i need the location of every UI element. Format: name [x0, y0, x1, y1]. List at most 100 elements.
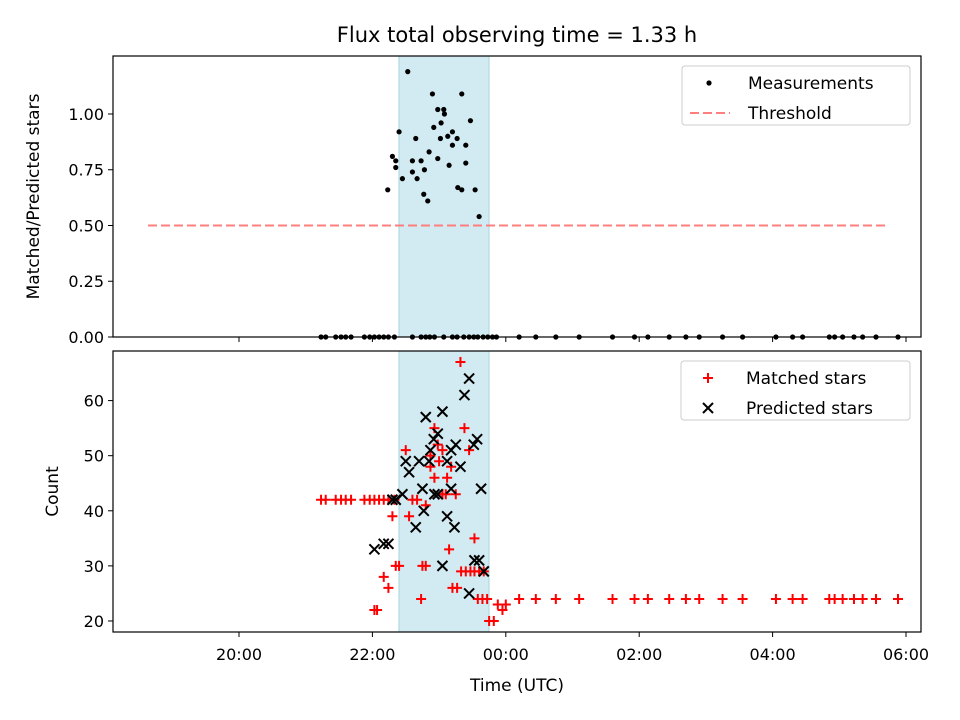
matched-star-point	[797, 593, 808, 604]
predicted-star-point	[413, 455, 425, 467]
predicted-star-point	[458, 389, 471, 401]
count-plot: 20 30 40 50 60 20:00 22:00 00:00 02:00 04:00 06:00…	[43, 350, 929, 664]
measurement-point	[455, 184, 461, 191]
matched-star-point	[607, 593, 618, 604]
measurement-point	[445, 133, 451, 139]
matched-star-point	[455, 357, 466, 368]
matched-star-point	[437, 445, 448, 456]
measurement-point	[389, 153, 396, 159]
predicted-star-point	[471, 433, 483, 445]
predicted-star-point	[436, 560, 449, 572]
predicted-star-point	[441, 510, 453, 523]
legend-dot-icon	[706, 80, 712, 86]
matched-star-point	[387, 511, 398, 522]
predicted-star-point	[436, 405, 449, 418]
matched-star-point	[787, 593, 798, 604]
axes-frame	[112, 55, 922, 338]
predicted-star-point	[478, 565, 490, 578]
x-tick-label: 04:00	[750, 645, 796, 664]
measurement-point	[421, 191, 427, 197]
matched-star-point	[394, 560, 405, 571]
matched-star-point	[416, 593, 427, 604]
matched-star-point	[417, 560, 428, 571]
measurement-point	[435, 155, 441, 162]
matched-star-point	[837, 593, 848, 604]
predicted-star-point	[463, 372, 475, 385]
legend-label: Predicted stars	[746, 399, 873, 419]
predicted-star-point	[423, 455, 435, 467]
y-tick-label: 1.00	[68, 105, 104, 124]
measurement-point	[431, 124, 437, 130]
legend-box	[681, 65, 911, 126]
measurement-point	[459, 91, 465, 97]
y-tick-label: 30	[84, 557, 104, 576]
legend: Matched stars Predicted stars	[680, 360, 911, 421]
matched-star-point	[444, 544, 455, 555]
predicted-star-point	[410, 521, 422, 534]
matched-star-point	[664, 593, 675, 604]
predicted-star-point	[418, 505, 430, 517]
matched-star-point	[574, 593, 585, 604]
y-axis-label: Count	[43, 466, 63, 517]
matched-star-point	[404, 511, 415, 522]
measurement-point	[393, 158, 399, 164]
measurement-point	[409, 158, 416, 164]
matched-star-point	[497, 604, 508, 615]
measurement-point	[467, 118, 474, 124]
predicted-star-point	[463, 587, 475, 600]
measurement-point	[476, 213, 482, 220]
matched-star-point	[446, 461, 457, 472]
matched-star-point	[680, 593, 691, 604]
predicted-star-point	[432, 427, 444, 440]
matched-star-point	[694, 593, 705, 604]
shaded-observing-window	[398, 350, 490, 633]
predicted-star-point	[382, 538, 395, 550]
matched-star-point	[848, 593, 859, 604]
x-tick-label: 20:00	[216, 645, 262, 664]
measurement-point	[463, 160, 469, 166]
matched-star-point	[346, 494, 357, 505]
matched-star-point	[434, 456, 445, 467]
predicted-star-point	[416, 483, 429, 495]
measurement-point	[413, 135, 419, 142]
x-tick-label: 00:00	[483, 645, 529, 664]
legend-label: Threshold	[747, 104, 832, 124]
matched-star-point	[464, 445, 475, 456]
predicted-star-point	[396, 488, 409, 500]
measurement-point	[426, 149, 432, 155]
measurement-point	[449, 142, 456, 148]
measurement-point	[393, 164, 399, 171]
measurement-point	[435, 106, 441, 113]
ratio-plot: 0.00 0.25 0.50 0.75 1.00 Matched/Predicted st…	[24, 55, 922, 347]
predicted-star-point	[432, 488, 444, 500]
legend-label: Measurements	[748, 74, 874, 94]
predicted-star-point	[368, 543, 381, 556]
predicted-star-point	[445, 483, 457, 495]
matched-star-point	[482, 593, 493, 604]
legend-plus-icon	[703, 373, 713, 383]
matched-star-point	[530, 593, 541, 604]
matched-star-point	[642, 593, 653, 604]
x-tick-label: 22:00	[349, 645, 395, 664]
matched-star-point	[452, 582, 463, 593]
matched-star-point	[459, 423, 470, 434]
predicted-star-point	[441, 455, 453, 467]
measurement-point	[429, 91, 436, 97]
x-tick-label: 02:00	[616, 645, 662, 664]
predicted-star-point	[468, 554, 481, 567]
matched-star-point	[629, 593, 640, 604]
axes-frame	[112, 350, 922, 633]
y-tick-label: 60	[84, 392, 104, 411]
x-axis-label: Time (UTC)	[469, 676, 564, 696]
matched-star-point	[514, 593, 525, 604]
matched-star-point	[442, 472, 453, 483]
measurement-point	[399, 176, 406, 182]
matched-star-point	[400, 445, 411, 456]
matched-star-point	[857, 593, 868, 604]
predicted-star-point	[448, 521, 461, 534]
matched-star-point	[320, 494, 331, 505]
matched-star-point	[550, 593, 561, 604]
y-tick-label: 0.25	[68, 272, 104, 291]
y-tick-label: 20	[84, 612, 104, 631]
matched-star-point	[892, 593, 903, 604]
